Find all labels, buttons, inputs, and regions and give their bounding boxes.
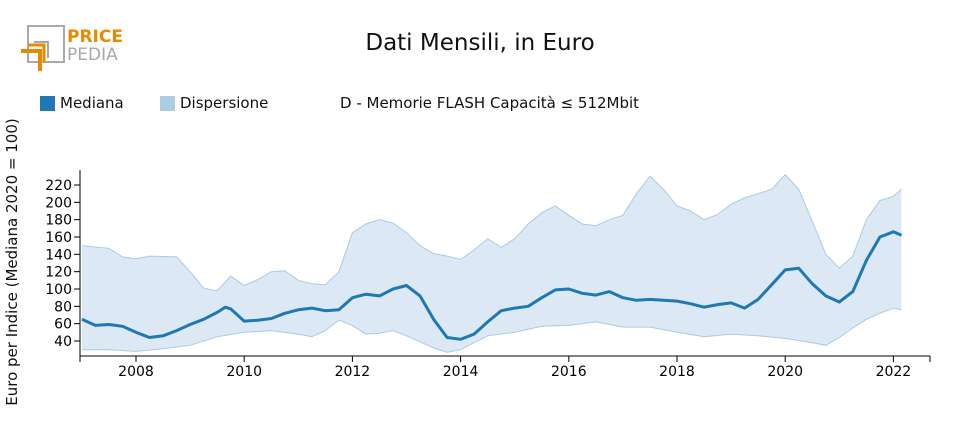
y-tick-label: 120 bbox=[45, 265, 72, 281]
dispersion-max-line bbox=[81, 173, 902, 292]
x-tick-label: 2022 bbox=[876, 364, 912, 380]
legend-mediana: Mediana bbox=[40, 94, 124, 112]
legend-dispersione: Dispersione bbox=[160, 94, 268, 112]
x-tick-label: 2014 bbox=[443, 364, 479, 380]
y-tick-label: 180 bbox=[45, 213, 72, 229]
y-tick-label: 60 bbox=[54, 317, 72, 333]
y-tick-label: 200 bbox=[45, 195, 72, 211]
chart-title: Dati Mensili, in Euro bbox=[365, 30, 595, 56]
chart-subtitle: D - Memorie FLASH Capacità ≤ 512Mbit bbox=[340, 94, 640, 112]
legend-label: Dispersione bbox=[180, 94, 269, 112]
svg-text:PRICE: PRICE bbox=[67, 27, 123, 47]
dispersion-min-line bbox=[81, 307, 902, 353]
median-line bbox=[81, 230, 903, 341]
y-tick-label: 100 bbox=[45, 282, 72, 298]
x-tick-label: 2016 bbox=[551, 364, 587, 380]
legend-label: Mediana bbox=[60, 94, 124, 112]
legend-swatch-mediana bbox=[40, 95, 55, 111]
y-tick-label: 220 bbox=[45, 178, 72, 194]
x-tick-label: 2012 bbox=[335, 364, 371, 380]
svg-text:PEDIA: PEDIA bbox=[67, 45, 118, 65]
y-tick-label: 80 bbox=[54, 299, 72, 315]
x-tick-label: 2010 bbox=[226, 364, 262, 380]
y-tick-label: 160 bbox=[45, 230, 72, 246]
y-tick-label: 140 bbox=[45, 247, 72, 263]
x-tick-label: 2008 bbox=[118, 364, 154, 380]
x-tick-label: 2020 bbox=[767, 364, 803, 380]
y-tick-label: 40 bbox=[54, 334, 72, 350]
pricepedia-logo: PRICE PEDIA bbox=[18, 24, 128, 78]
dispersion-band bbox=[81, 174, 902, 353]
legend-swatch-dispersione bbox=[160, 95, 175, 111]
x-tick-label: 2018 bbox=[659, 364, 695, 380]
